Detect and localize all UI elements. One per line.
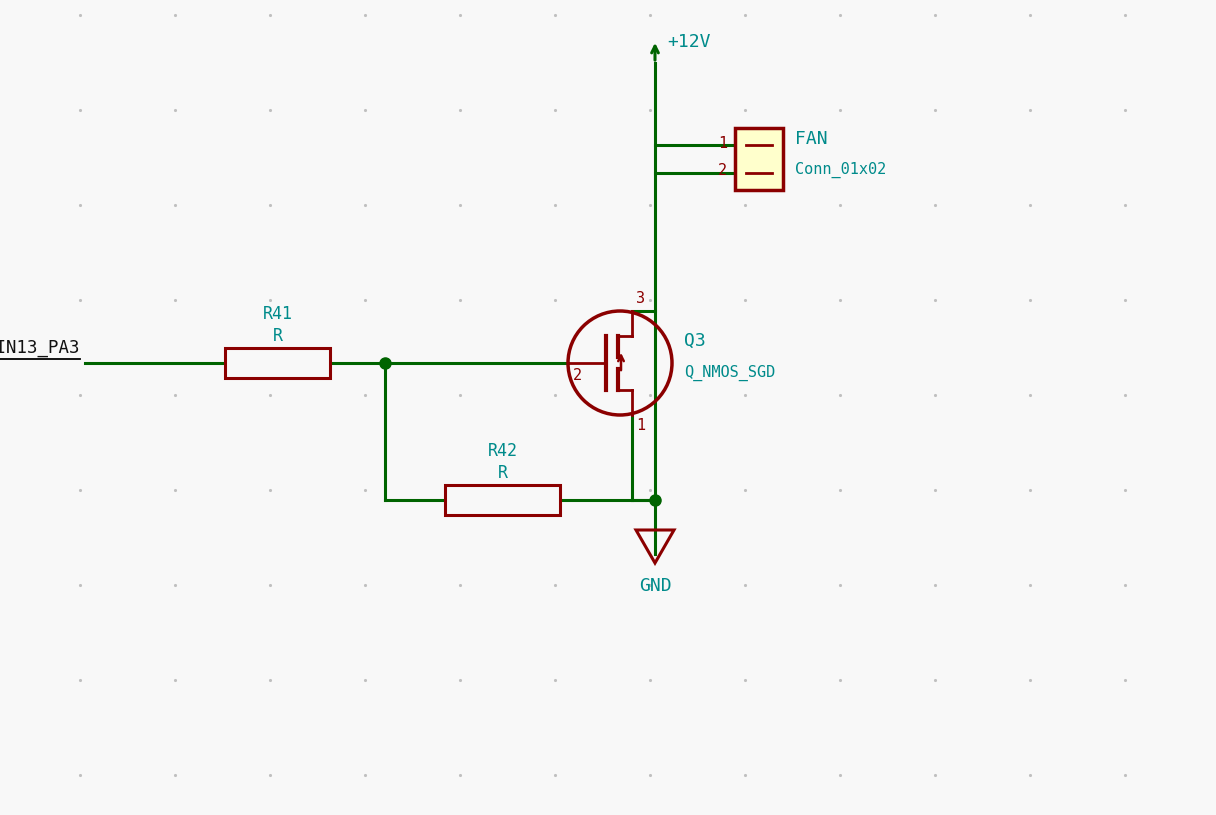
Bar bbox=[225, 348, 330, 378]
Text: Q3: Q3 bbox=[685, 332, 705, 350]
Text: R: R bbox=[272, 327, 282, 345]
Text: 1: 1 bbox=[636, 418, 644, 433]
Text: R42: R42 bbox=[488, 442, 518, 460]
Text: 3: 3 bbox=[636, 291, 644, 306]
Text: 2: 2 bbox=[573, 368, 582, 383]
Text: 1: 1 bbox=[717, 136, 727, 151]
Text: GND: GND bbox=[638, 577, 671, 595]
Text: Conn_01x02: Conn_01x02 bbox=[795, 162, 886, 178]
Text: FAN: FAN bbox=[795, 130, 828, 148]
Text: R: R bbox=[497, 464, 507, 482]
Text: 2: 2 bbox=[717, 163, 727, 178]
Text: PIN13_PA3: PIN13_PA3 bbox=[0, 339, 80, 357]
Text: R41: R41 bbox=[263, 305, 293, 323]
Text: Q_NMOS_SGD: Q_NMOS_SGD bbox=[685, 365, 776, 381]
Bar bbox=[445, 485, 561, 515]
Text: +12V: +12V bbox=[668, 33, 710, 51]
Bar bbox=[734, 128, 783, 190]
